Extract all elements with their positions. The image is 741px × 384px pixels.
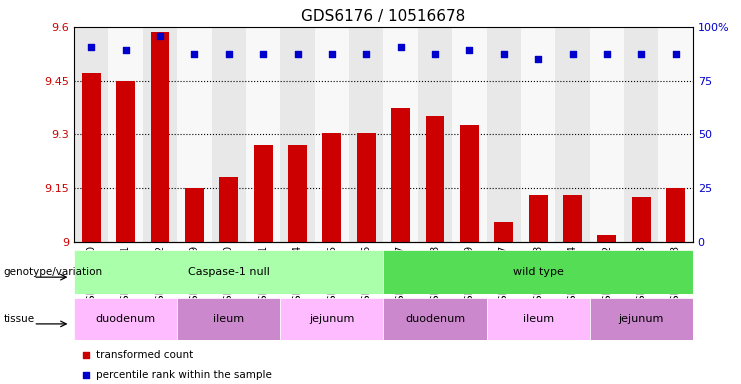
Bar xyxy=(74,298,177,340)
Bar xyxy=(666,188,685,242)
Text: Caspase-1 null: Caspase-1 null xyxy=(188,266,270,277)
Bar xyxy=(150,32,170,242)
Bar xyxy=(219,177,239,242)
Point xyxy=(463,47,475,53)
Point xyxy=(81,352,93,358)
Text: tissue: tissue xyxy=(4,314,35,324)
Bar xyxy=(315,27,349,242)
Bar xyxy=(288,145,307,242)
Bar xyxy=(632,197,651,242)
Point xyxy=(670,51,682,57)
Text: genotype/variation: genotype/variation xyxy=(4,266,103,277)
Point xyxy=(360,51,372,57)
Bar xyxy=(521,27,555,242)
Text: duodenum: duodenum xyxy=(405,314,465,324)
Bar xyxy=(280,27,315,242)
Bar xyxy=(659,27,693,242)
Point xyxy=(81,372,93,378)
Point xyxy=(498,51,510,57)
Bar xyxy=(452,27,487,242)
Bar xyxy=(357,132,376,242)
Bar xyxy=(74,27,108,242)
Point xyxy=(429,51,441,57)
Bar xyxy=(116,81,135,242)
Point xyxy=(188,51,200,57)
Bar xyxy=(349,27,384,242)
Bar xyxy=(460,126,479,242)
Bar xyxy=(425,116,445,242)
Text: transformed count: transformed count xyxy=(96,350,193,360)
Bar xyxy=(590,27,624,242)
Bar xyxy=(177,27,212,242)
Bar xyxy=(418,27,452,242)
Bar xyxy=(391,108,410,242)
Bar xyxy=(253,145,273,242)
Text: wild type: wild type xyxy=(513,266,564,277)
Bar xyxy=(280,298,384,340)
Bar xyxy=(74,250,384,294)
Point xyxy=(532,56,544,62)
Bar xyxy=(494,222,514,242)
Text: ileum: ileum xyxy=(522,314,554,324)
Bar xyxy=(487,298,590,340)
Title: GDS6176 / 10516678: GDS6176 / 10516678 xyxy=(302,9,465,24)
Bar xyxy=(82,73,101,242)
Point xyxy=(635,51,647,57)
Bar xyxy=(384,298,487,340)
Bar xyxy=(108,27,143,242)
Bar xyxy=(212,27,246,242)
Bar xyxy=(555,27,590,242)
Point xyxy=(567,51,579,57)
Bar xyxy=(185,188,204,242)
Point xyxy=(395,43,407,50)
Bar xyxy=(487,27,521,242)
Text: jejunum: jejunum xyxy=(619,314,664,324)
Bar xyxy=(597,235,617,242)
Text: jejunum: jejunum xyxy=(309,314,355,324)
Point xyxy=(85,43,97,50)
Point xyxy=(120,47,132,53)
Bar xyxy=(322,132,342,242)
Point xyxy=(154,33,166,39)
Point xyxy=(223,51,235,57)
Bar xyxy=(590,298,693,340)
Bar xyxy=(528,195,548,242)
Text: percentile rank within the sample: percentile rank within the sample xyxy=(96,370,272,380)
Bar xyxy=(246,27,280,242)
Bar xyxy=(143,27,177,242)
Bar xyxy=(383,27,418,242)
Bar xyxy=(624,27,659,242)
Bar xyxy=(177,298,280,340)
Point xyxy=(257,51,269,57)
Point xyxy=(326,51,338,57)
Text: duodenum: duodenum xyxy=(96,314,156,324)
Bar xyxy=(563,195,582,242)
Bar xyxy=(384,250,693,294)
Text: ileum: ileum xyxy=(213,314,245,324)
Point xyxy=(292,51,304,57)
Point xyxy=(601,51,613,57)
